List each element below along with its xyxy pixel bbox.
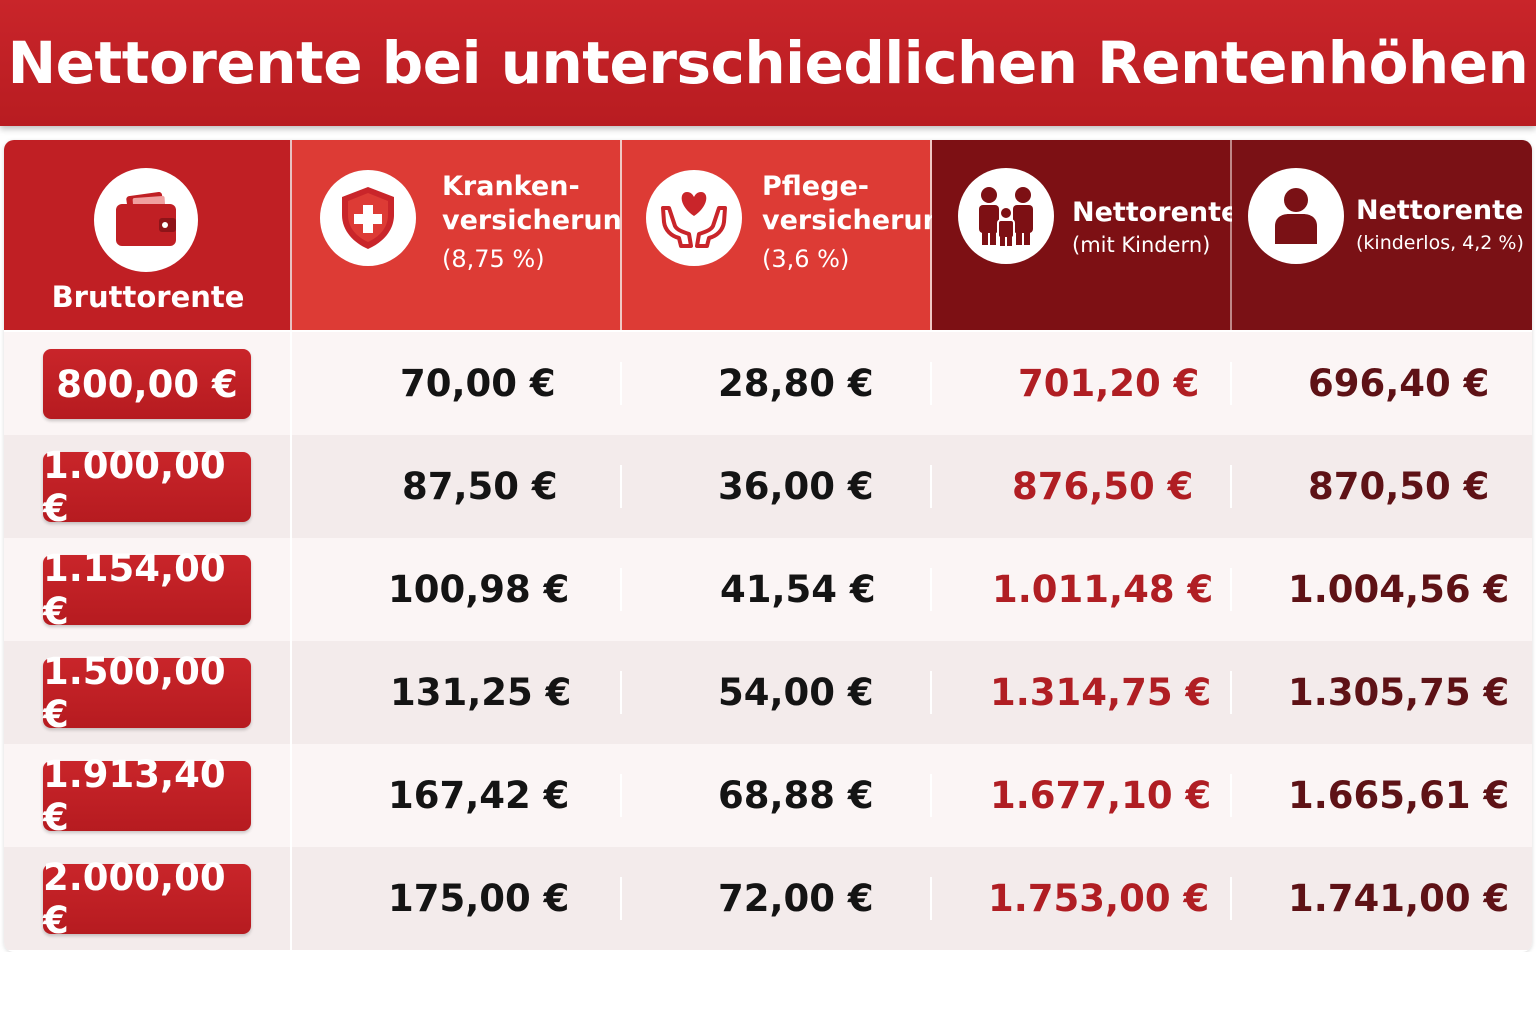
header-pflegeversicherung: Pflege- versicherung (3,6 %) xyxy=(622,140,961,330)
header-kranken-line2: versicherung xyxy=(442,204,642,236)
header-pflege-line1: Pflege- xyxy=(762,171,869,202)
kranken-value: 87,50 € xyxy=(402,465,558,508)
family-icon xyxy=(958,168,1054,264)
bruttorente-value: 800,00 € xyxy=(43,349,251,419)
header-bruttorente: Bruttorente xyxy=(4,140,292,330)
netto-kinderlos-value: 1.004,56 € xyxy=(1288,568,1510,611)
pflege-value: 36,00 € xyxy=(718,465,874,508)
header-netto-kinderlos-line2: (kinderlos, 4,2 %) xyxy=(1356,231,1524,254)
header-netto-kinder-line1: Nettorente xyxy=(1072,197,1240,228)
pflege-value: 41,54 € xyxy=(720,568,876,611)
pension-table: Bruttorente Kranken- versicherung (8,75 … xyxy=(4,140,1532,952)
netto-kinder-value: 701,20 € xyxy=(1018,362,1200,405)
table-row: 1.913,40 € 167,42 € 68,88 € 1.677,10 € 1… xyxy=(4,744,1532,847)
kranken-value: 167,42 € xyxy=(388,774,570,817)
kranken-value: 70,00 € xyxy=(400,362,556,405)
netto-kinderlos-value: 870,50 € xyxy=(1308,465,1490,508)
wallet-icon xyxy=(94,168,198,272)
table-row: 800,00 € 70,00 € 28,80 € 701,20 € 696,40… xyxy=(4,332,1532,435)
netto-kinderlos-value: 1.665,61 € xyxy=(1288,774,1510,817)
title-banner: Nettorente bei unterschiedlichen Rentenh… xyxy=(0,0,1536,126)
kranken-value: 131,25 € xyxy=(390,671,572,714)
header-kranken-rate: (8,75 %) xyxy=(442,244,545,273)
kranken-value: 100,98 € xyxy=(388,568,570,611)
netto-kinder-value: 1.011,48 € xyxy=(992,568,1214,611)
header-pflege-rate: (3,6 %) xyxy=(762,244,850,273)
pflege-value: 28,80 € xyxy=(718,362,874,405)
table-row: 1.500,00 € 131,25 € 54,00 € 1.314,75 € 1… xyxy=(4,641,1532,744)
table-header: Bruttorente Kranken- versicherung (8,75 … xyxy=(4,140,1532,330)
header-netto-kinderlos-line1: Nettorente xyxy=(1356,195,1524,226)
netto-kinder-value: 1.314,75 € xyxy=(990,671,1212,714)
bruttorente-value: 1.500,00 € xyxy=(43,650,251,736)
table-row: 1.000,00 € 87,50 € 36,00 € 876,50 € 870,… xyxy=(4,435,1532,538)
header-nettorente-mit-kindern: Nettorente (mit Kindern) xyxy=(932,140,1239,330)
header-pflege-line2: versicherung xyxy=(762,204,962,236)
netto-kinder-value: 876,50 € xyxy=(1012,465,1194,508)
netto-kinderlos-value: 1.305,75 € xyxy=(1288,671,1510,714)
header-bruttorente-label: Bruttorente xyxy=(51,280,245,314)
netto-kinder-value: 1.753,00 € xyxy=(988,877,1210,920)
bruttorente-value: 2.000,00 € xyxy=(43,856,251,942)
page-title: Nettorente bei unterschiedlichen Rentenh… xyxy=(7,29,1529,97)
pflege-value: 54,00 € xyxy=(718,671,874,714)
netto-kinder-value: 1.677,10 € xyxy=(990,774,1212,817)
header-kranken-line1: Kranken- xyxy=(442,171,580,202)
pflege-value: 68,88 € xyxy=(718,774,874,817)
netto-kinderlos-value: 696,40 € xyxy=(1308,362,1490,405)
heart-hands-icon xyxy=(646,170,742,266)
header-krankenversicherung: Kranken- versicherung (8,75 %) xyxy=(292,140,641,330)
table-row: 2.000,00 € 175,00 € 72,00 € 1.753,00 € 1… xyxy=(4,847,1532,950)
header-nettorente-kinderlos: Nettorente (kinderlos, 4,2 %) xyxy=(1232,140,1532,330)
kranken-value: 175,00 € xyxy=(388,877,570,920)
bruttorente-value: 1.154,00 € xyxy=(43,547,251,633)
table-row: 1.154,00 € 100,98 € 41,54 € 1.011,48 € 1… xyxy=(4,538,1532,641)
netto-kinderlos-value: 1.741,00 € xyxy=(1288,877,1510,920)
bruttorente-value: 1.913,40 € xyxy=(43,753,251,839)
shield-cross-icon xyxy=(320,170,416,266)
bruttorente-value: 1.000,00 € xyxy=(43,444,251,530)
card-bottom-area xyxy=(4,952,1532,1024)
pflege-value: 72,00 € xyxy=(718,877,874,920)
header-netto-kinder-line2: (mit Kindern) xyxy=(1072,232,1211,257)
person-icon xyxy=(1248,168,1344,264)
